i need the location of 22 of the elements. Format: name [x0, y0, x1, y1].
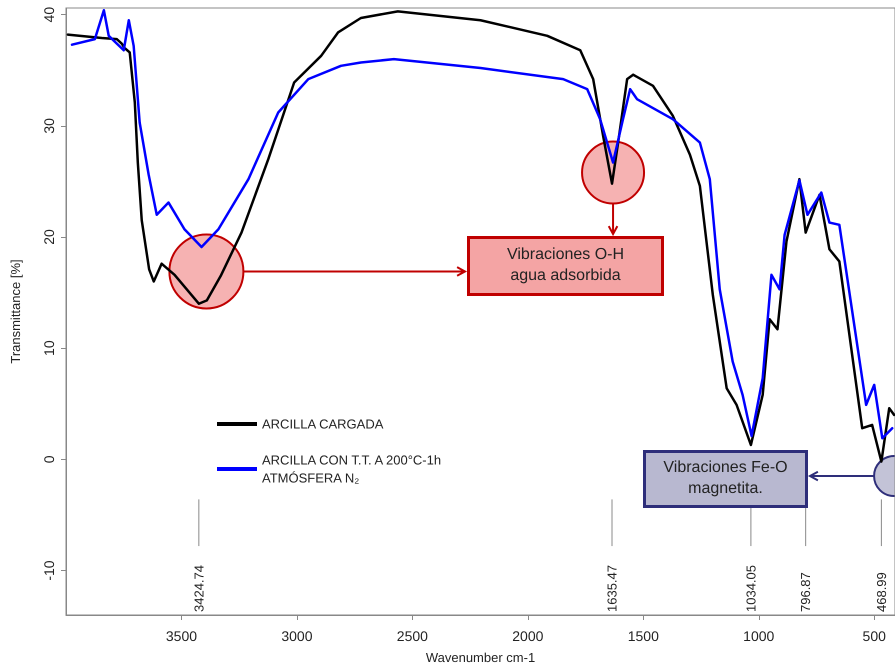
x-tick-label: 3500 — [166, 628, 198, 644]
x2-tick-label: 3424.74 — [191, 565, 206, 612]
x2-tick-label: 796.87 — [798, 572, 814, 612]
y-tick-label: 20 — [41, 229, 57, 245]
x-tick-label: 500 — [862, 628, 886, 644]
x-tick-label: 2000 — [512, 628, 544, 644]
y-tick-label: 30 — [41, 118, 57, 134]
x2-tick-label: 468.99 — [874, 572, 889, 612]
y-tick-label: -10 — [41, 560, 57, 581]
x-tick-label: 2500 — [396, 628, 428, 644]
x2-tick-label: 1034.05 — [743, 565, 758, 612]
legend-label: ARCILLA CARGADA — [262, 416, 384, 432]
x-tick-label: 1500 — [628, 628, 660, 644]
x-tick-label: 3000 — [281, 628, 313, 644]
x-tick-label: 1000 — [743, 628, 775, 644]
x-axis-title: Wavenumber cm-1 — [426, 650, 536, 665]
legend-label: ARCILLA CON T.T. A 200°C-1h ATMÓSFERA N₂ — [262, 452, 442, 486]
x2-tick-label: 1635.47 — [604, 565, 620, 612]
y-tick-label: 40 — [41, 6, 57, 22]
y-tick-label: 0 — [41, 455, 57, 464]
y-tick-label: 10 — [41, 340, 57, 356]
y-axis-title: Transmittance [%] — [8, 259, 23, 364]
